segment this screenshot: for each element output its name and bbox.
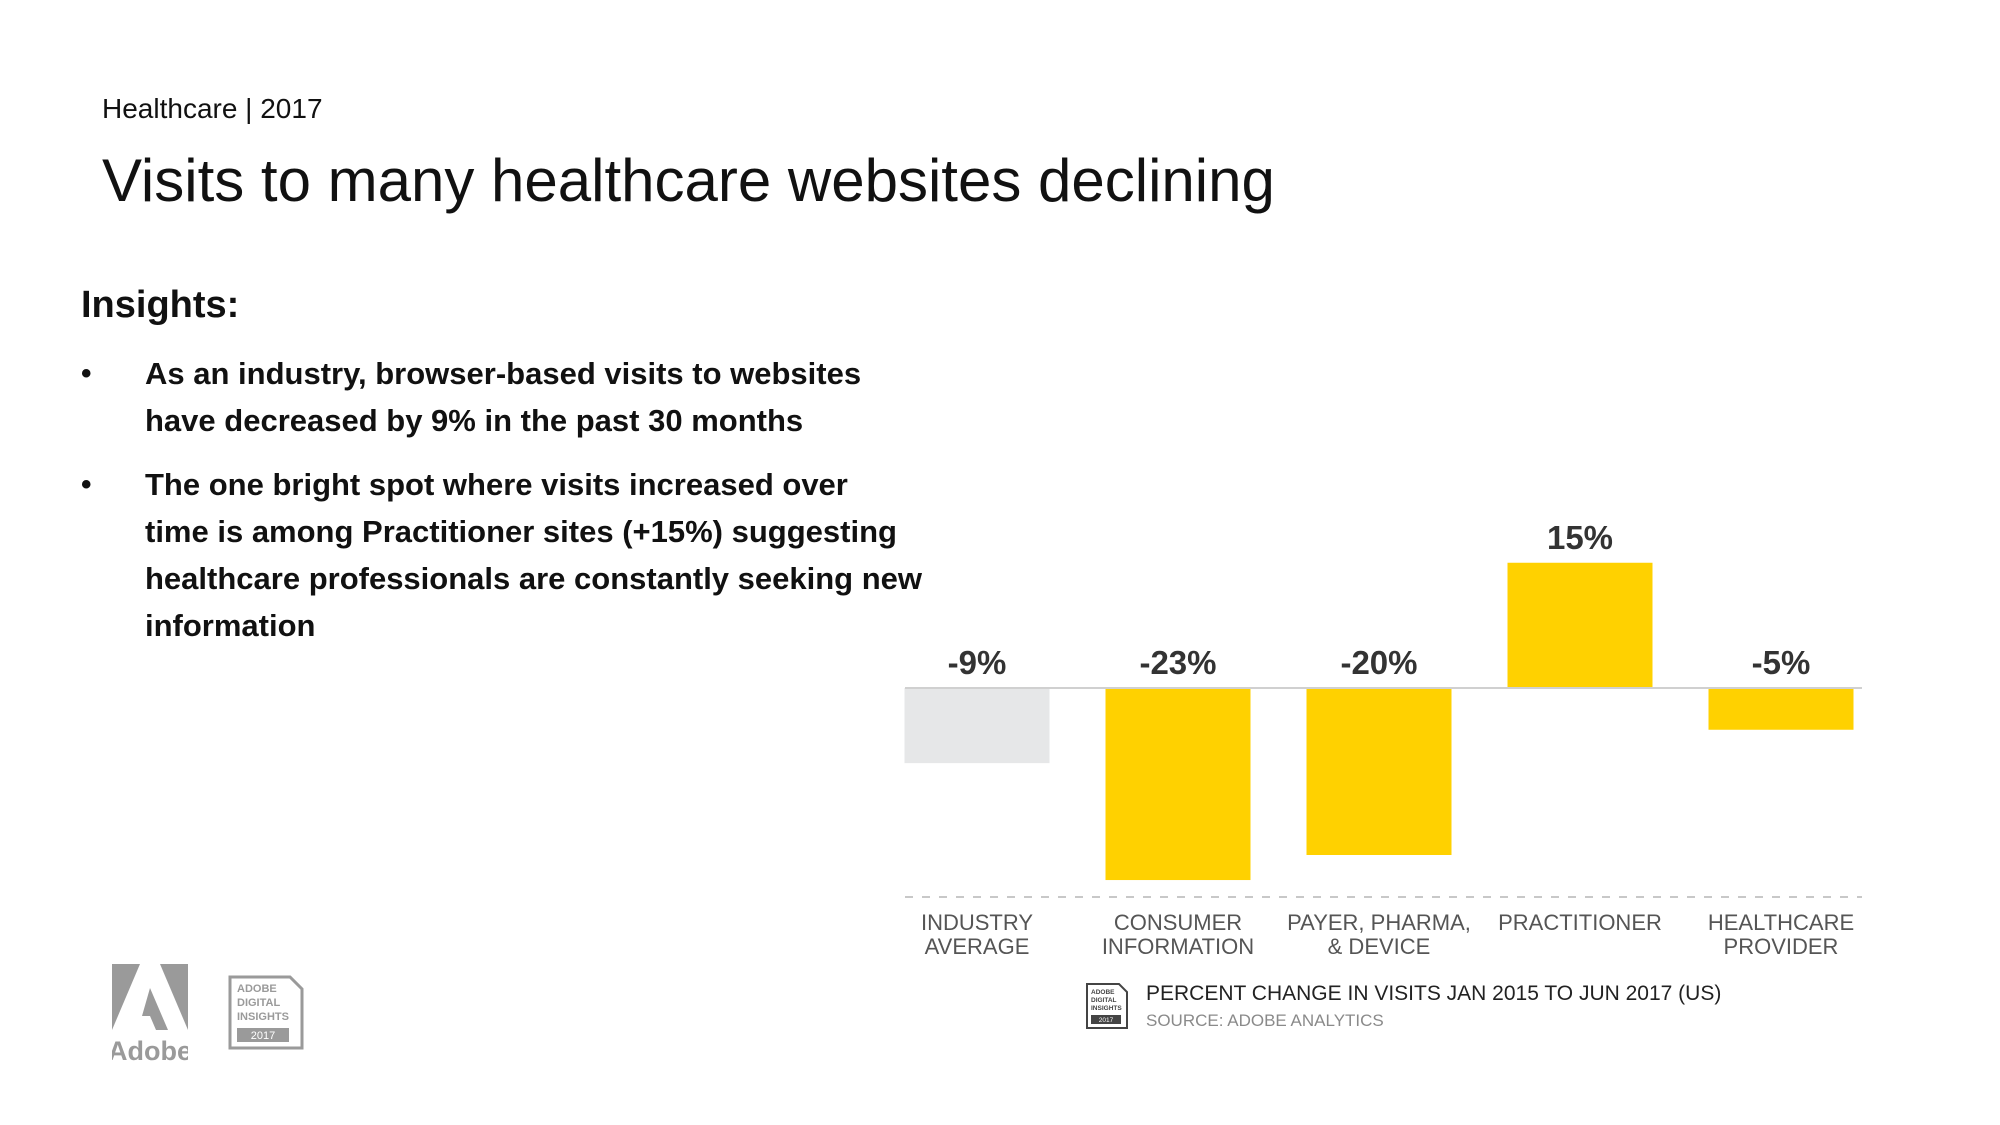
- insight-2-line-2: time is among Practitioner sites (+15%) …: [145, 514, 897, 549]
- report-kicker: Healthcare | 2017: [102, 93, 323, 124]
- insight-1-line-2: have decreased by 9% in the past 30 mont…: [145, 403, 804, 438]
- category-label-3-line-1: PAYER, PHARMA,: [1287, 910, 1471, 935]
- adobe-logo-text: Adobe: [112, 1036, 188, 1064]
- category-label-2-line-1: CONSUMER: [1114, 910, 1242, 935]
- badge-line-3: INSIGHTS: [237, 1011, 289, 1023]
- insight-2-line-3: healthcare professionals are constantly …: [145, 561, 923, 596]
- bar-4: [1507, 562, 1653, 688]
- category-label-1-line-2: AVERAGE: [925, 934, 1030, 959]
- value-label-4: 15%: [1547, 519, 1613, 556]
- page-title: Visits to many healthcare websites decli…: [102, 147, 1275, 214]
- caption-badge-line-1: ADOBE: [1091, 989, 1115, 996]
- category-label-1-line-1: INDUSTRY: [921, 910, 1033, 935]
- value-label-3: -20%: [1340, 644, 1417, 681]
- category-label-5-line-2: PROVIDER: [1724, 934, 1839, 959]
- insights-list: • As an industry, browser-based visits t…: [81, 350, 1001, 666]
- badge-line-2: DIGITAL: [237, 997, 280, 1009]
- category-label-2-line-2: INFORMATION: [1102, 934, 1254, 959]
- bullet-icon: •: [81, 468, 92, 501]
- caption-badge-year: 2017: [1099, 1017, 1114, 1024]
- bar-5: [1708, 688, 1854, 730]
- category-label-3-line-2: & DEVICE: [1328, 934, 1431, 959]
- bar-3: [1306, 688, 1452, 855]
- bullet-icon: •: [81, 357, 92, 390]
- insight-item-1: • As an industry, browser-based visits t…: [81, 350, 1001, 444]
- insight-1-line-1: As an industry, browser-based visits to …: [145, 356, 862, 391]
- value-label-1: -9%: [948, 644, 1007, 681]
- insight-item-2: • The one bright spot where visits incre…: [81, 461, 1001, 649]
- chart-source: SOURCE: ADOBE ANALYTICS: [1146, 1011, 1384, 1030]
- adobe-digital-insights-badge: ADOBE DIGITAL INSIGHTS 2017: [228, 975, 304, 1050]
- caption-badge-line-3: INSIGHTS: [1091, 1005, 1122, 1012]
- bar-2: [1105, 688, 1251, 881]
- adobe-digital-insights-badge-icon: ADOBE DIGITAL INSIGHTS 2017: [1086, 983, 1128, 1029]
- adobe-logo-right-icon: [160, 964, 188, 1030]
- insights-heading: Insights:: [81, 284, 240, 326]
- caption-badge-line-2: DIGITAL: [1091, 997, 1117, 1004]
- category-label-5-line-1: HEALTHCARE: [1708, 910, 1854, 935]
- adobe-logo-center-icon: [142, 988, 168, 1030]
- category-label-4-line-1: PRACTITIONER: [1498, 910, 1662, 935]
- insight-2-line-1: The one bright spot where visits increas…: [145, 467, 848, 502]
- bar-1: [904, 688, 1050, 764]
- value-label-2: -23%: [1139, 644, 1216, 681]
- badge-line-1: ADOBE: [237, 983, 277, 995]
- adobe-logo-left-icon: [112, 964, 140, 1030]
- adobe-logo: Adobe: [112, 964, 188, 1064]
- badge-year: 2017: [251, 1030, 275, 1042]
- insight-2-line-4: information: [145, 608, 316, 643]
- value-label-5: -5%: [1752, 644, 1811, 681]
- chart-title: PERCENT CHANGE IN VISITS JAN 2015 TO JUN…: [1146, 982, 1722, 1005]
